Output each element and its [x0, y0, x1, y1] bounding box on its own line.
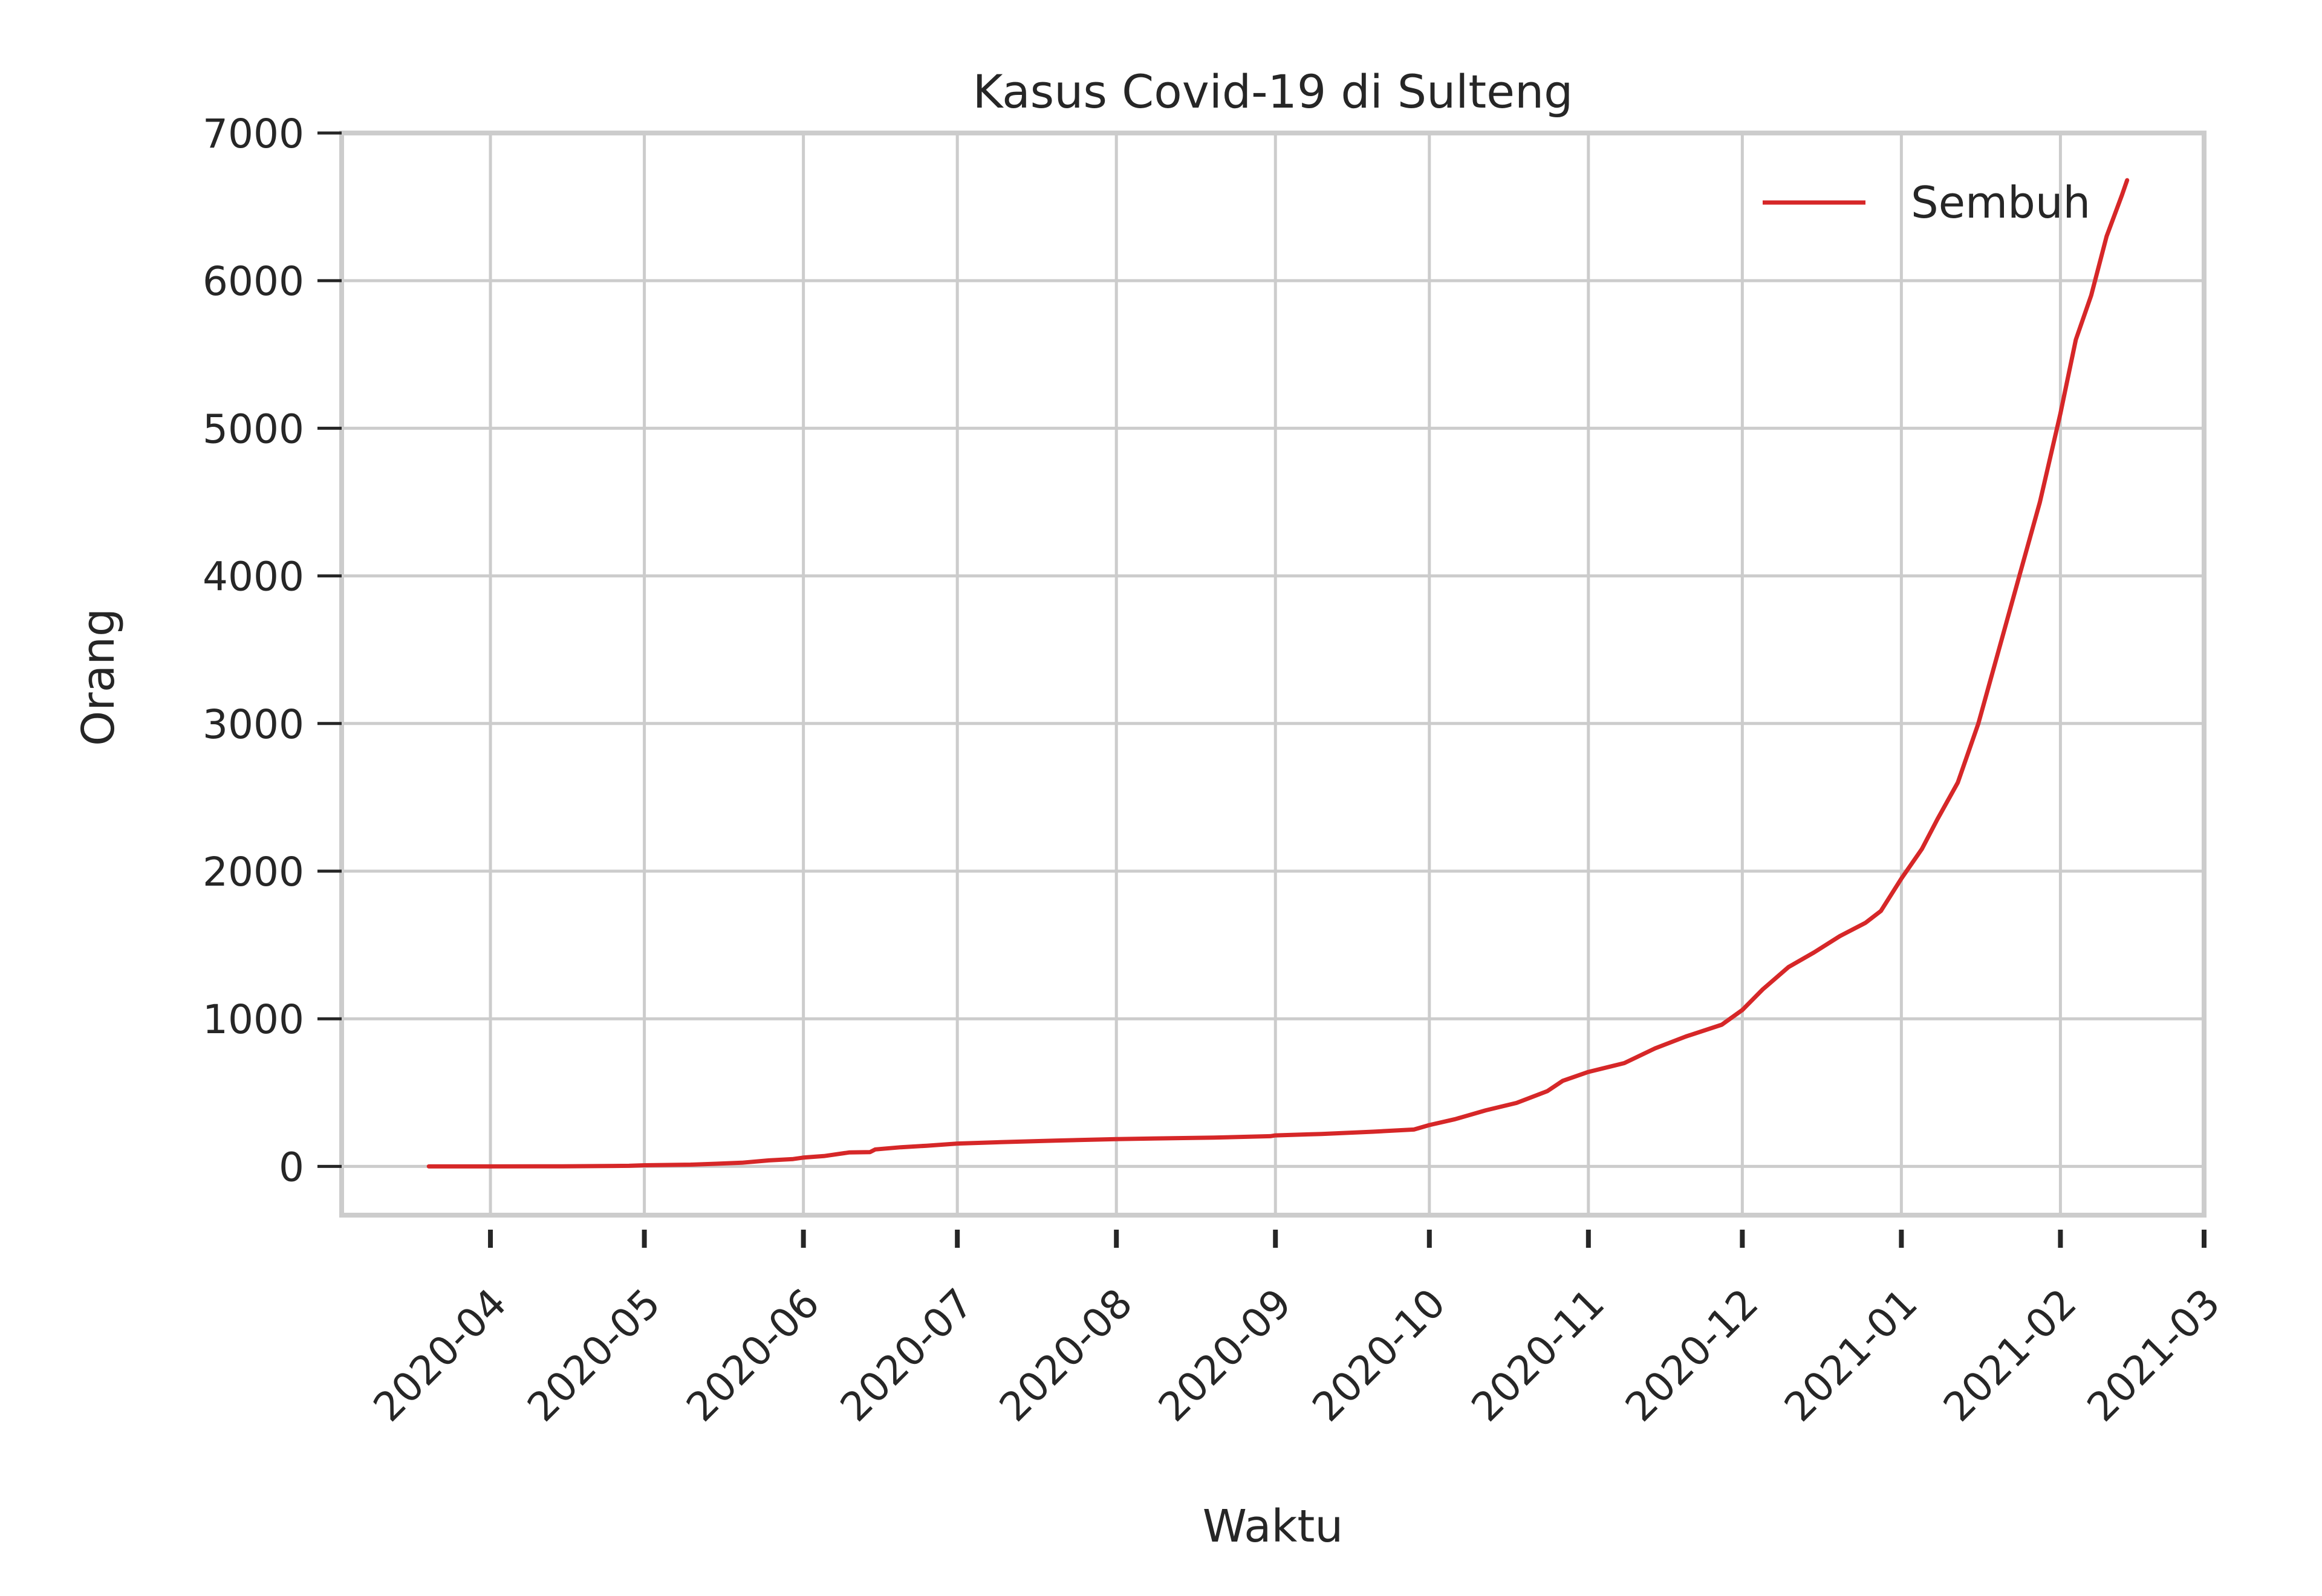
y-tick-label-3: 3000 [203, 701, 304, 748]
y-tick-label-0: 0 [279, 1144, 304, 1190]
y-tick-label-7: 7000 [203, 111, 304, 157]
y-tick-label-2: 2000 [203, 849, 304, 895]
plot-frame [339, 131, 2207, 1218]
legend-label-sembuh: Sembuh [1911, 177, 2090, 228]
chart-title: Kasus Covid-19 di Sulteng [973, 65, 1573, 118]
legend: Sembuh [1763, 177, 2090, 228]
grid [342, 131, 2206, 1215]
y-tick-label-6: 6000 [203, 258, 304, 305]
y-tick-label-4: 4000 [203, 554, 304, 600]
y-tick-label-1: 1000 [203, 996, 304, 1043]
x-axis-label: Waktu [1203, 1500, 1344, 1552]
y-tick-label-5: 5000 [203, 406, 304, 452]
series-line-sembuh [426, 178, 2130, 1169]
series-layer [426, 178, 2130, 1169]
y-axis-label: Orang [73, 608, 125, 746]
y-axis: 0 1000 2000 3000 4000 5000 6000 7000 [203, 111, 342, 1190]
